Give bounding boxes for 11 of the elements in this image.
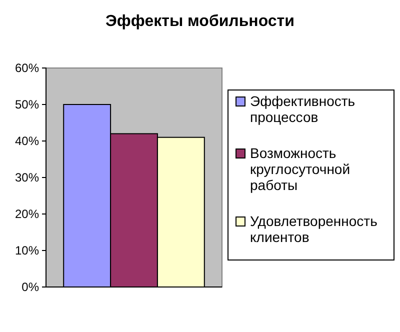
legend-label: Удовлетворенность клиентов [250, 213, 378, 245]
legend-label: Эффективность процессов [250, 93, 356, 125]
y-tick-label: 60% [14, 60, 40, 75]
y-tick-label: 30% [14, 170, 40, 184]
y-tick-label: 0% [22, 280, 40, 294]
chart-title: Эффекты мобильности [106, 13, 294, 30]
y-tick-label: 40% [14, 134, 40, 148]
legend-label: Возможность круглосуточной работы [250, 145, 350, 193]
y-tick-label: 20% [14, 206, 40, 221]
y-tick-label: 10% [14, 243, 40, 258]
y-tick-label: 50% [14, 97, 40, 112]
